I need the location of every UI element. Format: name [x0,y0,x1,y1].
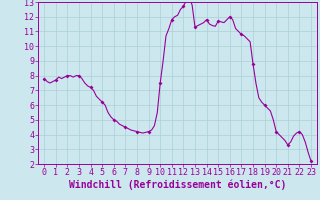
X-axis label: Windchill (Refroidissement éolien,°C): Windchill (Refroidissement éolien,°C) [69,180,286,190]
